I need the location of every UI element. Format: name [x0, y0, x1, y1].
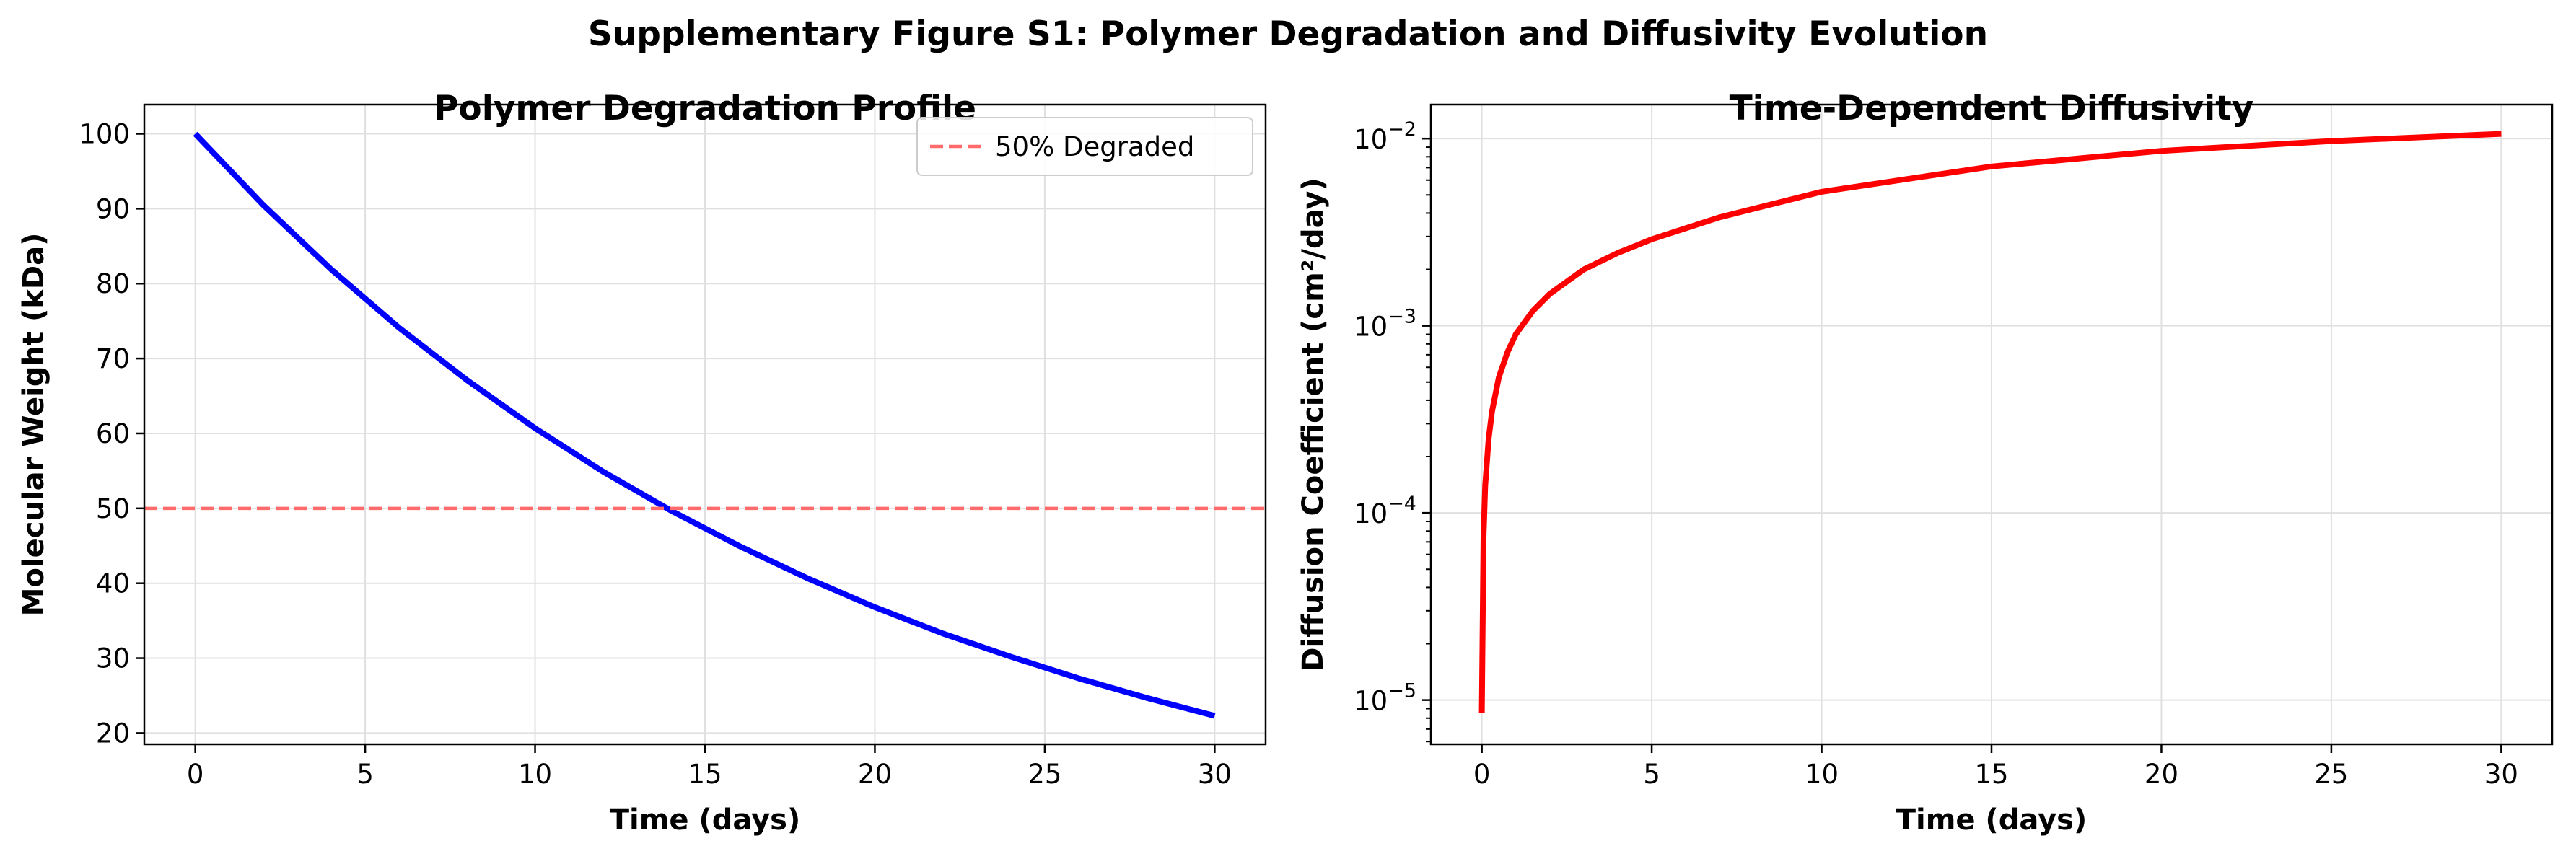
- y-tick-label: 40: [96, 568, 130, 599]
- y-tick-base: 10: [1354, 498, 1388, 529]
- diffusion-coefficient-line: [1478, 131, 2502, 713]
- y-tick-exponent: −4: [1388, 493, 1416, 515]
- plot-frame: [143, 103, 1267, 746]
- y-tick-label: 10−5: [1354, 680, 1416, 717]
- x-tick-label: 15: [688, 759, 722, 790]
- x-tick-label: 0: [1473, 759, 1491, 790]
- x-axis-label: Time (days): [1896, 803, 2087, 837]
- y-tick-label: 90: [96, 193, 130, 224]
- figure-title: Supplementary Figure S1: Polymer Degrada…: [588, 14, 1988, 54]
- y-axis-label: Molecular Weight (kDa): [17, 233, 51, 617]
- panel-1: 0 5 10 15 20 25 30 20 30 40 50 60 70 80 90 100 Polymer D…: [17, 89, 1267, 837]
- panel-title: Polymer Degradation Profile: [434, 89, 976, 128]
- x-tick-label: 10: [518, 759, 552, 790]
- y-tick-base: 10: [1354, 312, 1388, 343]
- y-tick-label: 10−3: [1354, 306, 1416, 343]
- legend: 50% Degraded: [916, 117, 1253, 176]
- x-tick-label: 5: [356, 759, 374, 790]
- x-tick-label: 5: [1643, 759, 1660, 790]
- y-tick-label: 60: [96, 418, 130, 449]
- y-tick-label: 30: [96, 643, 130, 674]
- x-tick-label: 20: [2145, 759, 2178, 790]
- panel-2: 0 5 10 15 20 25 3010−510−410−310−2Time-Depende…: [1297, 89, 2554, 837]
- y-tick-label: 100: [79, 119, 130, 150]
- y-tick-exponent: −5: [1388, 680, 1416, 702]
- x-tick-label: 25: [2314, 759, 2348, 790]
- panel-title: Time-Dependent Diffusivity: [1730, 89, 2254, 128]
- legend-box: [916, 117, 1253, 176]
- x-axis-label: Time (days): [610, 803, 801, 837]
- molecular-weight-line: [193, 131, 1216, 719]
- x-tick-label: 10: [1805, 759, 1839, 790]
- y-tick-label: 10−4: [1354, 493, 1416, 529]
- y-tick-exponent: −2: [1388, 118, 1416, 141]
- x-tick-label: 20: [858, 759, 892, 790]
- x-tick-label: 30: [2484, 759, 2518, 790]
- y-tick-label: 50: [96, 493, 130, 524]
- y-tick-label: 20: [96, 718, 130, 749]
- y-tick-base: 10: [1354, 686, 1388, 717]
- plot-frame: [1429, 103, 2554, 746]
- x-tick-label: 25: [1028, 759, 1061, 790]
- y-axis-label: Diffusion Coefficient (cm²/day): [1297, 177, 1330, 671]
- y-tick-label: 80: [96, 268, 130, 299]
- y-tick-label: 10−2: [1354, 118, 1416, 155]
- x-tick-label: 0: [187, 759, 204, 790]
- x-tick-label: 15: [1974, 759, 2008, 790]
- y-tick-base: 10: [1354, 124, 1388, 155]
- legend-label: 50% Degraded: [995, 131, 1194, 162]
- x-tick-label: 30: [1198, 759, 1232, 790]
- y-tick-exponent: −3: [1388, 306, 1416, 328]
- y-tick-label: 70: [96, 343, 130, 374]
